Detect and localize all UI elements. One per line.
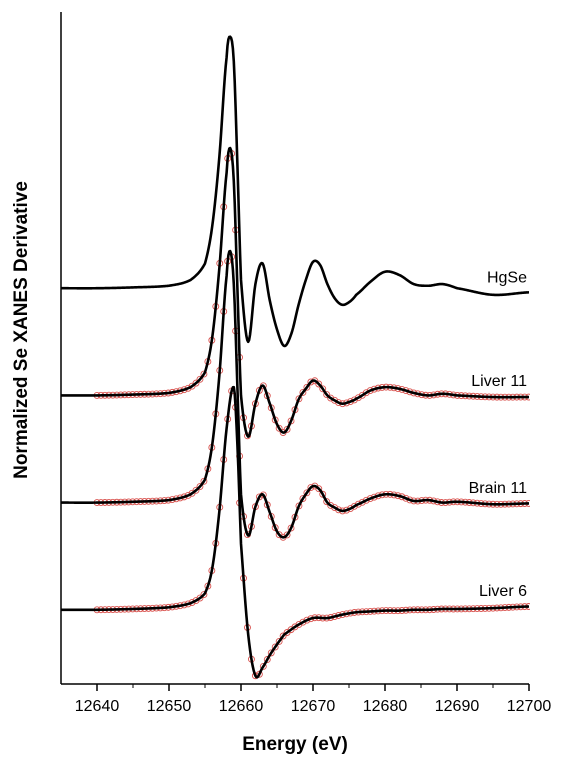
fit-point — [275, 424, 283, 432]
y-axis-title: Normalized Se XANES Derivative — [11, 181, 32, 479]
fit-point — [303, 383, 311, 391]
fit-point — [279, 632, 287, 640]
x-tick-label: 12670 — [291, 698, 336, 715]
fit-markers-layer — [93, 150, 530, 680]
fit-point — [267, 649, 275, 657]
series-line-brain-11 — [60, 249, 530, 539]
fit-point — [350, 502, 358, 510]
fit-point — [358, 498, 366, 506]
fit-point — [315, 380, 323, 388]
fit-point — [354, 394, 362, 402]
fit-point — [196, 375, 204, 383]
fit-point — [327, 394, 335, 402]
fit-point — [331, 504, 339, 511]
series-label-hgse: HgSe — [487, 270, 527, 287]
fit-point — [307, 378, 315, 386]
x-tick-label: 12650 — [147, 698, 192, 715]
fit-point — [295, 620, 303, 628]
fit-point — [323, 391, 331, 399]
fit-point — [319, 385, 327, 393]
fit-point — [299, 389, 307, 396]
fit-point — [259, 662, 267, 670]
fit-point — [315, 485, 323, 493]
fit-point — [283, 531, 291, 539]
fit-point — [283, 426, 291, 433]
fit-point — [362, 389, 370, 397]
fit-point — [196, 594, 204, 602]
fit-point — [323, 498, 331, 506]
series-label-brain-11: Brain 11 — [469, 480, 528, 497]
series-line-liver-11 — [60, 146, 530, 438]
series-label-liver-11: Liver 11 — [471, 373, 527, 390]
x-ticks: 12640 12650 12660 12670 12680 12690 12700 — [75, 684, 552, 715]
fit-point — [271, 643, 279, 651]
fit-point — [299, 618, 307, 626]
x-axis-title: Energy (eV) — [242, 734, 348, 755]
series-label-liver-6: Liver 6 — [479, 583, 527, 600]
axes — [60, 12, 529, 685]
fit-point — [192, 486, 200, 494]
fit-point — [303, 489, 311, 497]
fit-point — [275, 637, 283, 645]
fit-point — [192, 379, 200, 387]
fit-point — [255, 493, 263, 501]
series-line-liver-6 — [60, 385, 530, 679]
series-lines-layer — [60, 35, 530, 679]
series-line-hgse — [60, 35, 530, 348]
x-tick-label: 12660 — [219, 698, 264, 715]
series-labels: HgSe Liver 11 Brain 11 Liver 6 — [469, 270, 528, 600]
fit-point — [307, 484, 315, 491]
fit-point — [299, 495, 307, 503]
fit-point — [263, 656, 271, 663]
x-tick-label: 12640 — [75, 698, 120, 715]
x-tick-label: 12700 — [507, 698, 552, 715]
fit-point — [200, 477, 208, 485]
fit-point — [331, 396, 339, 404]
fit-point — [327, 501, 335, 509]
fit-point — [319, 490, 327, 498]
x-tick-label: 12690 — [435, 698, 480, 715]
fit-point — [196, 483, 204, 490]
fit-point — [200, 370, 208, 378]
x-tick-label: 12680 — [363, 698, 408, 715]
fit-point — [200, 591, 208, 598]
